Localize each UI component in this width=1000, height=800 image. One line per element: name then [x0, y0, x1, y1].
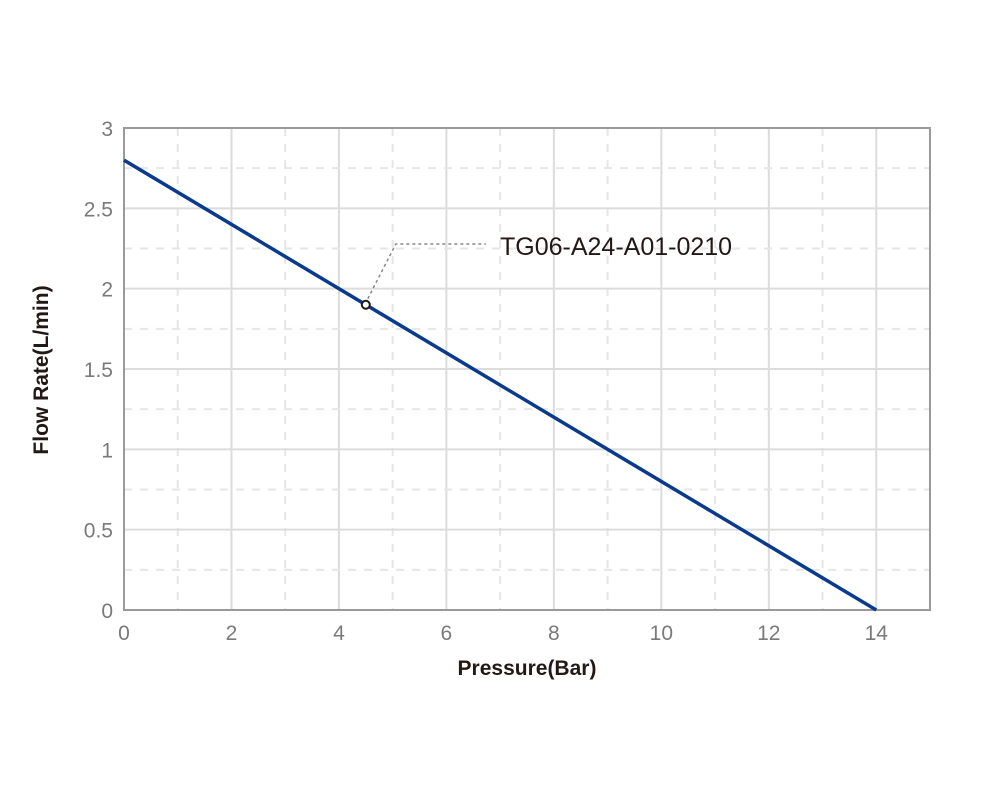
annotation-marker: [360, 299, 371, 310]
x-tick-label: 12: [757, 622, 780, 645]
y-tick-label: 0.5: [84, 520, 113, 543]
y-axis-label: Flow Rate(L/min): [30, 285, 53, 454]
x-tick-label: 2: [226, 622, 238, 645]
annotation-label: TG06-A24-A01-0210: [500, 233, 732, 261]
y-tick-label: 2: [101, 279, 113, 302]
y-tick-label: 0: [101, 600, 113, 623]
x-tick-label: 10: [650, 622, 673, 645]
y-tick-label: 3: [101, 118, 113, 141]
x-axis-ticks: 0 2 4 6 8 10 12 14: [118, 622, 888, 645]
grid: [124, 128, 930, 610]
x-tick-label: 0: [118, 622, 130, 645]
x-tick-label: 14: [865, 622, 889, 645]
y-axis-ticks: 0 0.5 1 1.5 2 2.5 3: [84, 118, 113, 623]
x-tick-label: 6: [441, 622, 453, 645]
x-tick-label: 8: [548, 622, 560, 645]
y-tick-label: 1: [101, 439, 113, 462]
x-tick-label: 4: [333, 622, 345, 645]
y-tick-label: 1.5: [84, 359, 113, 382]
y-tick-label: 2.5: [84, 198, 113, 221]
x-axis-label: Pressure(Bar): [458, 657, 597, 680]
series-line: [123, 158, 878, 612]
annotation-leader-line: [367, 243, 486, 300]
plot-border: [123, 127, 931, 611]
